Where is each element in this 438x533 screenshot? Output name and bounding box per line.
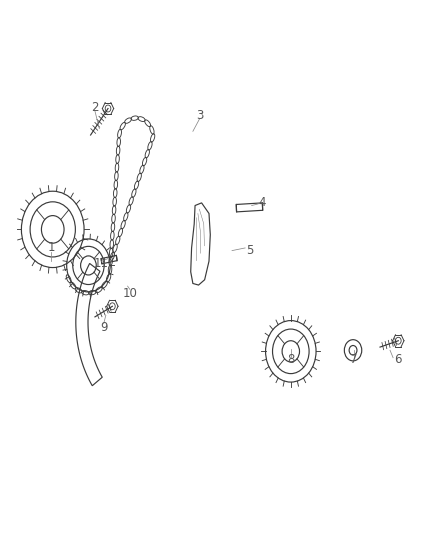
Text: 5: 5 xyxy=(246,244,253,257)
Text: 8: 8 xyxy=(287,353,294,366)
Text: 9: 9 xyxy=(100,321,107,334)
Text: 4: 4 xyxy=(259,196,266,209)
Text: 10: 10 xyxy=(122,287,137,300)
Text: 7: 7 xyxy=(350,353,358,366)
Text: 3: 3 xyxy=(196,109,203,122)
Text: 2: 2 xyxy=(91,101,99,114)
Text: 6: 6 xyxy=(394,353,401,366)
Text: 1: 1 xyxy=(48,241,55,254)
Text: 11: 11 xyxy=(94,257,109,270)
